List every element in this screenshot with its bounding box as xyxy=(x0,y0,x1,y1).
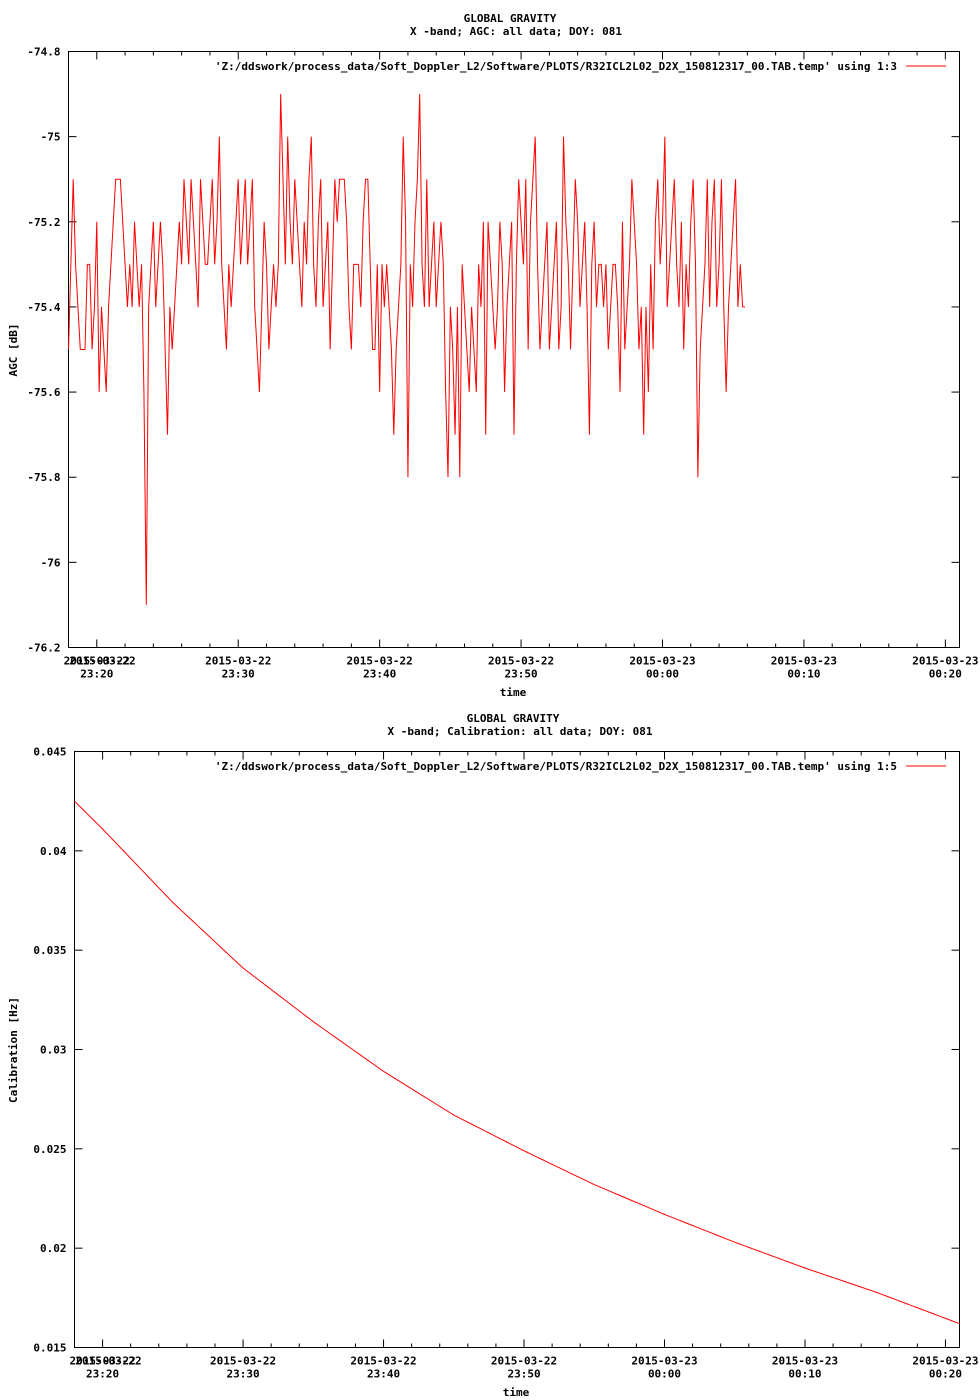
y-axis-label: AGC [dB] xyxy=(7,324,20,377)
x-tick-label-time: 23:20 xyxy=(86,1368,119,1381)
chart-subtitle: X -band; AGC: all data; DOY: 081 xyxy=(410,25,622,38)
y-tick-label: -74.8 xyxy=(27,46,60,59)
legend: 'Z:/ddswork/process_data/Soft_Doppler_L2… xyxy=(215,760,946,773)
x-tick-label-time: 00:00 xyxy=(646,668,679,681)
y-tick-label: 0.02 xyxy=(40,1242,67,1255)
y-tick-label: 0.015 xyxy=(33,1342,66,1355)
x-axis-label: time xyxy=(500,686,527,699)
x-tick-label-time: 00:10 xyxy=(788,1368,821,1381)
chart-title: GLOBAL GRAVITY xyxy=(464,12,557,25)
x-tick-label-time: 00:10 xyxy=(787,668,820,681)
x-axis: 2015-03-2223:202015-03-2223:302015-03-22… xyxy=(64,51,978,681)
x-tick-label-date: 2015-03-23 xyxy=(771,655,837,668)
x-tick-label-date: 2015-03-22 xyxy=(64,655,130,668)
x-axis-label: time xyxy=(503,1386,530,1399)
y-tick-label: -75 xyxy=(41,131,61,144)
legend-label: 'Z:/ddswork/process_data/Soft_Doppler_L2… xyxy=(215,760,897,773)
x-tick-label-date: 2015-03-23 xyxy=(912,655,978,668)
y-tick-label: -76.2 xyxy=(27,642,60,655)
x-axis: 2015-03-2223:202015-03-2223:302015-03-22… xyxy=(69,751,979,1381)
calibration-chart: GLOBAL GRAVITY X -band; Calibration: all… xyxy=(7,712,979,1399)
x-tick-label-date: 2015-03-23 xyxy=(631,1355,697,1368)
y-tick-label: -75.8 xyxy=(27,471,60,484)
y-tick-label: 0.025 xyxy=(33,1143,66,1156)
y-axis: -76.2 -76 -75.8 -75.6 -75.4 -75.2 -75 -74.8 xyxy=(27,46,960,655)
x-tick-label-date: 2015-03-22 xyxy=(69,1355,135,1368)
series-line xyxy=(68,94,745,605)
x-tick-label-date: 2015-03-22 xyxy=(491,1355,557,1368)
y-tick-label: 0.035 xyxy=(33,944,66,957)
x-tick-label-time: 23:30 xyxy=(227,1368,260,1381)
y-axis: 0.015 0.02 0.025 0.03 0.035 0.04 0.045 xyxy=(33,746,960,1355)
series-agc xyxy=(68,94,745,605)
x-tick-label-time: 23:50 xyxy=(505,668,538,681)
x-tick-label-time: 00:00 xyxy=(648,1368,681,1381)
x-tick-label-time: 23:20 xyxy=(80,668,113,681)
x-tick-label-time: 23:40 xyxy=(367,1368,400,1381)
x-tick-label-time: 00:20 xyxy=(929,668,962,681)
y-tick-label: -75.4 xyxy=(27,301,60,314)
x-tick-label-date: 2015-03-22 xyxy=(205,655,271,668)
y-axis-label: Calibration [Hz] xyxy=(7,997,20,1103)
x-tick-label-date: 2015-03-22 xyxy=(347,655,413,668)
x-tick-label-time: 23:30 xyxy=(222,668,255,681)
x-tick-label-date: 2015-03-22 xyxy=(210,1355,276,1368)
chart-subtitle: X -band; Calibration: all data; DOY: 081 xyxy=(388,725,653,738)
series-line xyxy=(74,800,960,1325)
x-tick-label-time: 23:50 xyxy=(507,1368,540,1381)
legend-label: 'Z:/ddswork/process_data/Soft_Doppler_L2… xyxy=(215,60,897,73)
y-tick-label: -75.2 xyxy=(27,216,60,229)
x-tick-label-date: 2015-03-22 xyxy=(75,1355,141,1368)
series-calibration xyxy=(74,800,960,1325)
y-tick-label: -75.6 xyxy=(27,386,60,399)
chart-title: GLOBAL GRAVITY xyxy=(467,712,560,725)
y-tick-label: 0.03 xyxy=(40,1044,67,1057)
x-tick-label-date: 2015-03-22 xyxy=(350,1355,416,1368)
x-tick-label-time: 23:40 xyxy=(363,668,396,681)
y-tick-label: 0.04 xyxy=(40,845,67,858)
x-tick-label-date: 2015-03-23 xyxy=(772,1355,838,1368)
x-tick-label-date: 2015-03-22 xyxy=(488,655,554,668)
legend: 'Z:/ddswork/process_data/Soft_Doppler_L2… xyxy=(215,60,946,73)
x-tick-label-time: 00:20 xyxy=(929,1368,962,1381)
x-tick-label-date: 2015-03-22 xyxy=(69,655,135,668)
x-tick-label-date: 2015-03-23 xyxy=(629,655,695,668)
agc-chart: GLOBAL GRAVITY X -band; AGC: all data; D… xyxy=(7,12,978,699)
x-tick-label-date: 2015-03-23 xyxy=(912,1355,978,1368)
y-tick-label: -76 xyxy=(41,556,61,569)
y-tick-label: 0.045 xyxy=(33,746,66,759)
